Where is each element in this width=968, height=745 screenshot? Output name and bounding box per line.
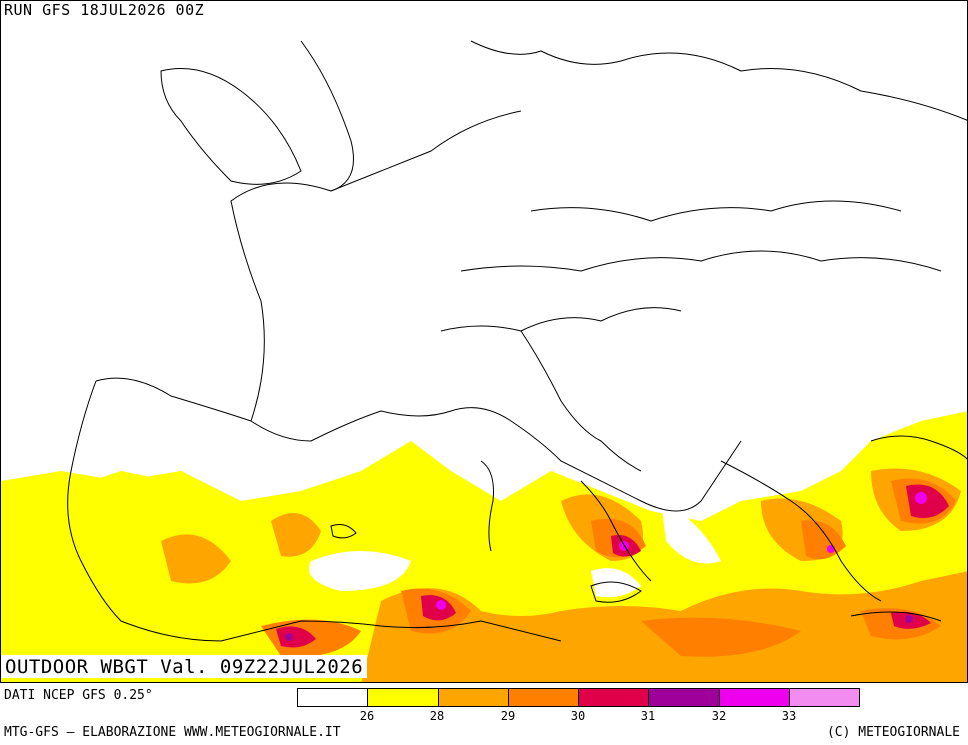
copyright-label: (C) METEOGIORNALE <box>826 725 960 740</box>
wbgt-map <box>1 40 967 682</box>
legend-tick: 28 <box>429 709 445 723</box>
map-area <box>0 0 968 683</box>
data-source-label: DATI NCEP GFS 0.25° <box>4 688 153 703</box>
legend-tick: 29 <box>500 709 516 723</box>
legend-tick: 31 <box>640 709 656 723</box>
legend-tick: 32 <box>711 709 727 723</box>
legend-tick: 30 <box>570 709 586 723</box>
wbgt-fill-layer <box>1 411 967 682</box>
legend-tick: 26 <box>359 709 375 723</box>
legend-swatch-7 <box>789 689 859 706</box>
credits-label: MTG-GFS — ELABORAZIONE WWW.METEOGIORNALE… <box>4 725 341 740</box>
legend-swatch-5 <box>649 689 720 706</box>
legend-swatch-3 <box>508 689 579 706</box>
legend-swatch-6 <box>719 689 790 706</box>
coastlines <box>67 40 967 642</box>
map-title: OUTDOOR WBGT Val. 09Z22JUL2026 <box>1 655 368 678</box>
legend-swatch-0 <box>298 689 369 706</box>
color-legend <box>297 688 860 707</box>
legend-swatch-2 <box>438 689 509 706</box>
run-label: RUN GFS 18JUL2026 00Z <box>4 1 205 19</box>
legend-tick: 33 <box>781 709 797 723</box>
legend-swatch-4 <box>579 689 650 706</box>
legend-swatch-1 <box>368 689 439 706</box>
